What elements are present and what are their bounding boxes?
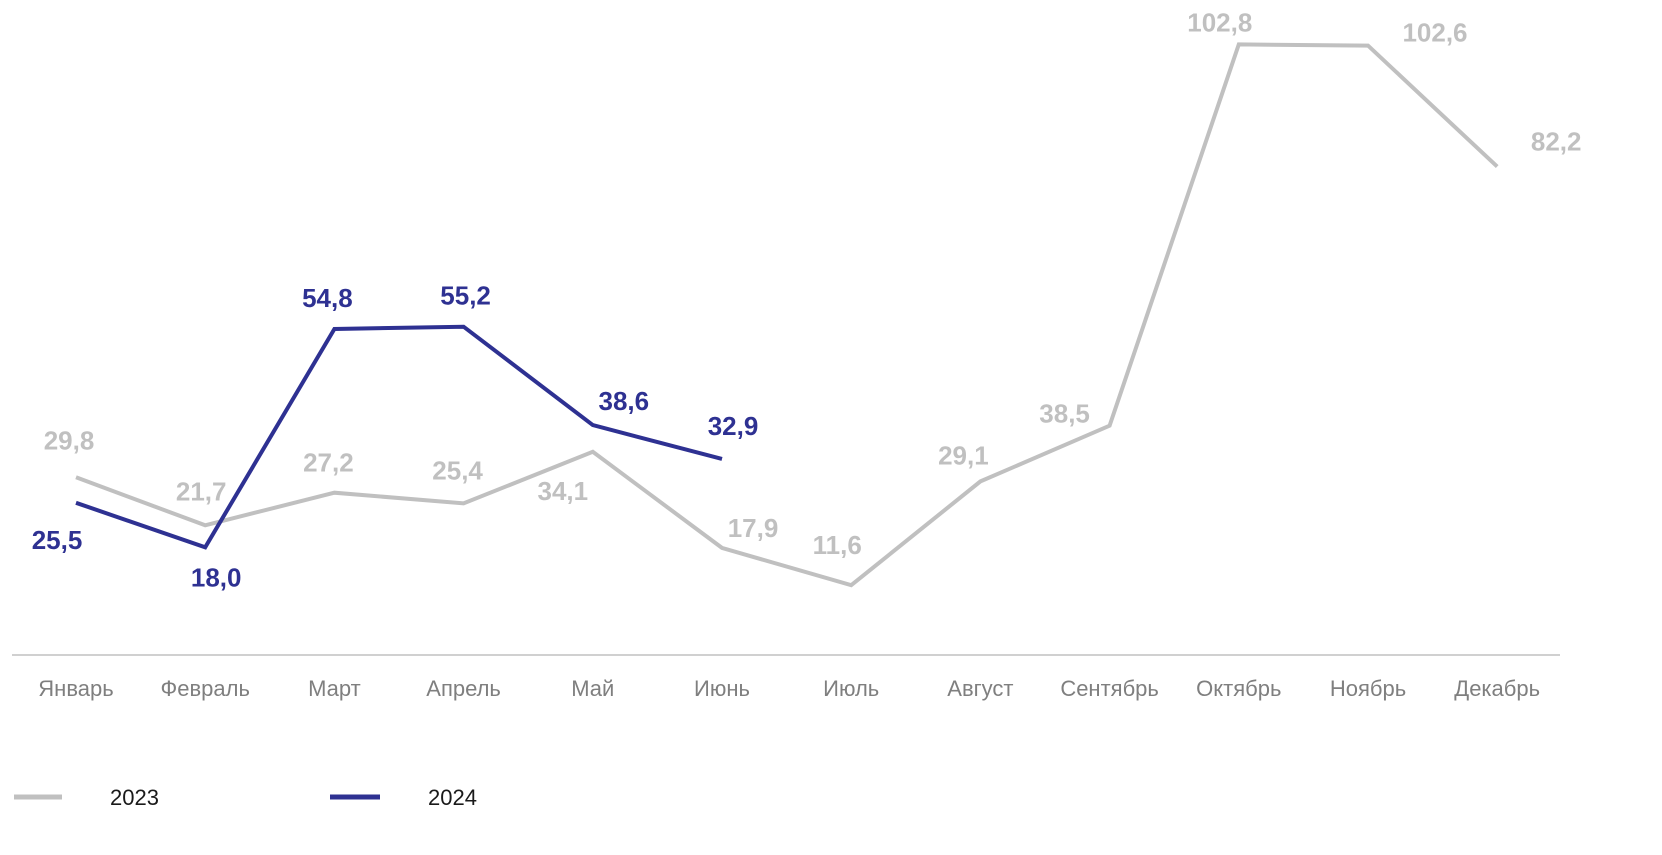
legend-label-2024: 2024	[428, 785, 477, 810]
data-label-2023: 21,7	[176, 476, 227, 506]
data-label-2023: 29,1	[938, 440, 989, 470]
data-label-2024: 55,2	[440, 281, 491, 311]
data-label-2024: 25,5	[32, 525, 83, 555]
x-tick-label: Октябрь	[1196, 676, 1281, 701]
data-label-2023: 34,1	[537, 476, 588, 506]
x-tick-label: Июль	[823, 676, 879, 701]
data-labels: 29,8 21,7 27,2 25,4 34,1 17,9 11,6 29,1 38,5 102,…	[32, 7, 1582, 592]
x-tick-label: Сентябрь	[1060, 676, 1159, 701]
data-label-2023: 25,4	[432, 455, 483, 485]
data-label-2023: 102,6	[1402, 18, 1467, 48]
x-tick-label: Март	[308, 676, 361, 701]
x-tick-label: Ноябрь	[1330, 676, 1406, 701]
data-label-2024: 18,0	[191, 562, 242, 592]
series-line-2024	[75, 324, 723, 550]
series-line-2023	[75, 42, 1499, 588]
x-tick-label: Январь	[38, 676, 113, 701]
x-tick-label: Декабрь	[1454, 676, 1540, 701]
data-label-2024: 54,8	[302, 283, 353, 313]
x-tick-label: Июнь	[694, 676, 750, 701]
legend-label-2023: 2023	[110, 785, 159, 810]
x-tick-label: Август	[947, 676, 1013, 701]
data-label-2023: 27,2	[303, 448, 354, 478]
data-label-2023: 11,6	[813, 530, 862, 560]
category-axis-labels: Январь Февраль Март Апрель Май Июнь Июль Август…	[38, 676, 1540, 701]
legend: 2023 2024	[14, 785, 477, 810]
data-label-2024: 38,6	[598, 386, 649, 416]
data-label-2023: 82,2	[1531, 127, 1582, 157]
data-label-2023: 29,8	[44, 425, 95, 455]
x-tick-label: Февраль	[160, 676, 249, 701]
data-label-2024: 32,9	[708, 411, 759, 441]
series-lines	[75, 42, 1499, 588]
x-tick-label: Май	[571, 676, 614, 701]
data-label-2023: 38,5	[1039, 399, 1090, 429]
data-label-2023: 17,9	[728, 513, 779, 543]
x-tick-label: Апрель	[426, 676, 501, 701]
data-label-2023: 102,8	[1187, 7, 1252, 37]
